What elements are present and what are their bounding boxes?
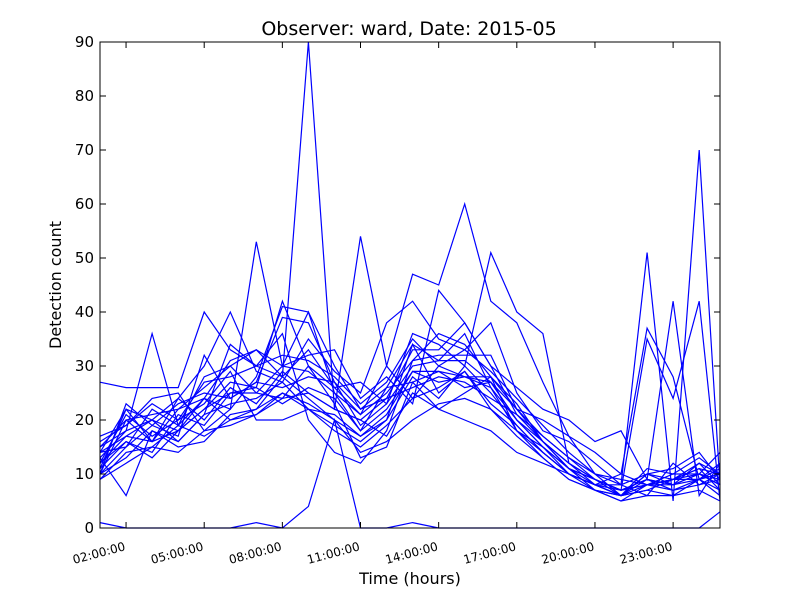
- y-tick-label: 30: [75, 357, 94, 375]
- y-tick-label: 50: [75, 249, 94, 267]
- y-tick-label: 80: [75, 87, 94, 105]
- y-axis-title: Detection count: [46, 221, 65, 349]
- y-tick-label: 40: [75, 303, 94, 321]
- plot-frame: [99, 41, 721, 529]
- y-tick-label: 60: [75, 195, 94, 213]
- y-tick-label: 20: [75, 411, 94, 429]
- x-axis-title: Time (hours): [358, 569, 461, 588]
- chart-title: Observer: ward, Date: 2015-05: [261, 18, 556, 40]
- series-line-19: [99, 370, 721, 497]
- series-line-16: [99, 370, 721, 502]
- y-tick-label: 90: [75, 33, 94, 51]
- y-tick-label: 0: [84, 519, 94, 537]
- series-line-21: [99, 365, 721, 491]
- y-tick-label: 10: [75, 465, 94, 483]
- series-line-17: [99, 338, 721, 486]
- y-tick-label: 70: [75, 141, 94, 159]
